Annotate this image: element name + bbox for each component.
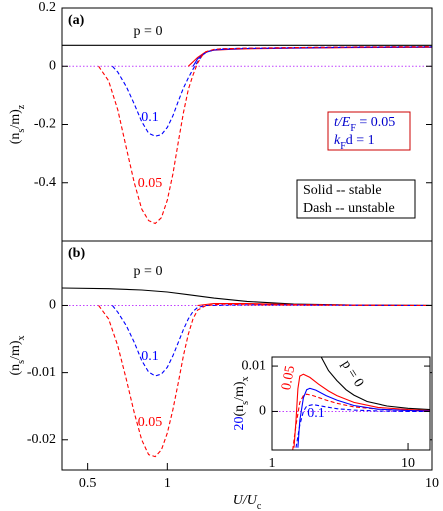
label-part: 20 xyxy=(232,417,247,431)
y-tick-label: -0.2 xyxy=(34,117,56,132)
label-part: F xyxy=(350,123,356,134)
annotation-box xyxy=(296,179,416,219)
line xyxy=(295,404,430,448)
series-label: 0.05 xyxy=(138,415,163,430)
label-part: (n xyxy=(8,364,23,376)
label-part: t/E xyxy=(334,115,351,130)
label-part: z xyxy=(16,104,27,109)
x-tick-label: 0.5 xyxy=(79,476,97,491)
series-label: 0.05 xyxy=(279,365,298,392)
label-part: x xyxy=(16,335,27,340)
line xyxy=(297,387,430,448)
label-part: /m) xyxy=(8,109,23,129)
line xyxy=(98,303,432,458)
x-axis-label: U/Uc xyxy=(233,493,262,511)
panel-label: (b) xyxy=(68,246,85,261)
y-tick-label: 0 xyxy=(49,298,56,313)
line xyxy=(293,373,430,448)
line xyxy=(62,287,432,306)
label-part: d = 1 xyxy=(346,133,375,148)
line xyxy=(187,46,432,67)
plot-frame xyxy=(61,240,433,471)
label-part: c xyxy=(257,501,262,511)
line xyxy=(320,357,430,411)
label-part: x xyxy=(240,376,251,381)
series-label: p = 0 xyxy=(134,24,163,39)
y-axis-label: 20(ns/m)x xyxy=(232,376,251,430)
series-label: 0.05 xyxy=(138,176,163,191)
label-part: s xyxy=(240,401,251,405)
annotation-text: kFd = 1 xyxy=(334,133,375,152)
label-part: Dash -- unstable xyxy=(303,201,395,216)
annotation-text: Dash -- unstable xyxy=(303,201,395,216)
line xyxy=(192,46,432,67)
y-tick-label: 0 xyxy=(259,404,266,419)
label-part: k xyxy=(334,133,341,148)
y-tick-label: 0.2 xyxy=(39,0,57,15)
line xyxy=(111,304,432,377)
y-tick-label: -0.02 xyxy=(27,432,56,447)
series-label: p = 0 xyxy=(134,264,163,279)
label-part: s xyxy=(16,129,27,133)
plot-clip-group xyxy=(62,287,432,458)
y-tick-label: 0 xyxy=(49,58,56,73)
label-part: Solid -- stable xyxy=(303,183,382,198)
plot-clip-group xyxy=(62,44,432,225)
annotation-text: t/EF = 0.05 xyxy=(334,115,395,134)
y-tick-label: -0.01 xyxy=(27,365,56,380)
y-axis-label: (ns/m)z xyxy=(8,104,27,144)
x-tick-label: 10 xyxy=(425,476,439,491)
y-tick-label: 0.01 xyxy=(242,358,267,373)
plot-clip-group xyxy=(272,357,430,450)
panel-label: (a) xyxy=(68,13,85,28)
annotation-box xyxy=(327,111,411,151)
x-tick-label: 1 xyxy=(164,476,171,491)
y-tick-label: -0.4 xyxy=(34,175,56,190)
x-tick-label: 1 xyxy=(269,456,276,471)
label-part: s xyxy=(16,360,27,364)
line xyxy=(111,46,432,137)
label-part: = 0.05 xyxy=(356,115,395,130)
label-part: (n xyxy=(232,405,247,417)
label-part: F xyxy=(340,141,346,152)
annotation-text: Solid -- stable xyxy=(303,183,382,198)
series-label: 0.1 xyxy=(141,110,159,125)
line xyxy=(98,46,432,225)
label-part: /m) xyxy=(232,381,247,401)
series-label: 0.1 xyxy=(141,349,159,364)
plot-frame xyxy=(271,356,431,451)
series-label: 0.1 xyxy=(307,406,325,421)
x-tick-label: 10 xyxy=(401,456,415,471)
label-part: /m) xyxy=(8,340,23,360)
label-part: U/U xyxy=(233,493,258,508)
label-part: (n xyxy=(8,133,23,145)
y-axis-label: (ns/m)x xyxy=(8,335,27,375)
